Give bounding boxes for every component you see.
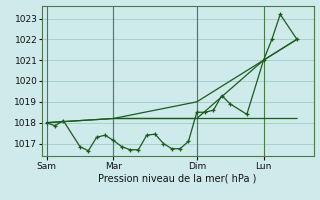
X-axis label: Pression niveau de la mer( hPa ): Pression niveau de la mer( hPa ) bbox=[99, 173, 257, 183]
